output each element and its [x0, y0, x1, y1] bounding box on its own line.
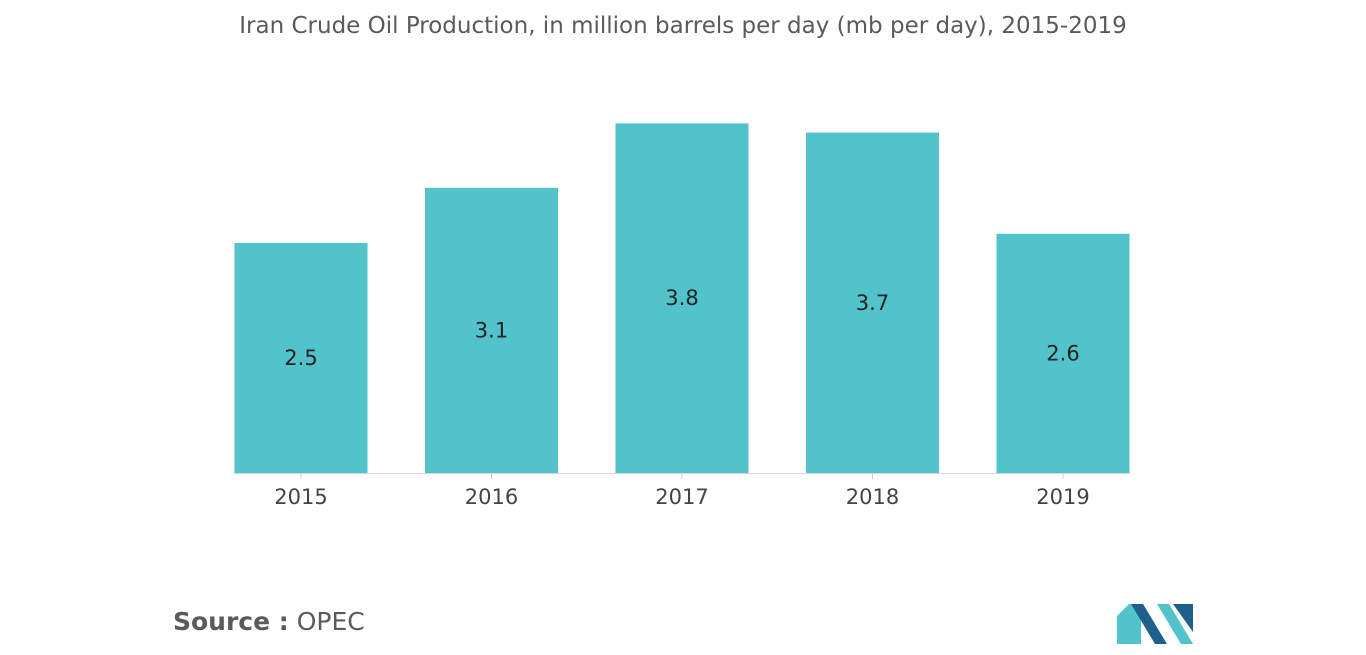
x-axis-ticks-group — [300, 473, 1064, 479]
bar-2015 — [234, 243, 368, 473]
bar-value-label-2016: 3.1 — [475, 318, 508, 342]
x-tick-label-2016: 2016 — [465, 485, 518, 509]
bar-value-label-2015: 2.5 — [284, 346, 317, 370]
bar-value-label-2019: 2.6 — [1046, 341, 1079, 365]
chart-title: Iran Crude Oil Production, in million ba… — [239, 13, 1127, 39]
bar-chart: 2.5 3.1 3.8 3.7 2.6 2015 2016 2017 2018 2019 — [234, 123, 1130, 509]
bar-value-label-2018: 3.7 — [856, 291, 889, 315]
x-tick-label-2015: 2015 — [274, 485, 327, 509]
bar-value-label-2017: 3.8 — [665, 286, 698, 310]
source-label: Source : — [173, 607, 289, 636]
x-axis-tick-labels-group: 2015 2016 2017 2018 2019 — [274, 485, 1089, 509]
source-note: Source : OPEC — [173, 607, 365, 636]
x-tick-label-2017: 2017 — [655, 485, 708, 509]
source-value: OPEC — [296, 607, 365, 636]
value-labels-group: 2.5 3.1 3.8 3.7 2.6 — [284, 286, 1079, 370]
bar-2016 — [425, 187, 558, 474]
bars-group — [234, 123, 1130, 474]
mordor-intelligence-logo-icon — [1117, 604, 1193, 644]
bar-2018 — [806, 132, 939, 473]
x-tick-label-2019: 2019 — [1036, 485, 1089, 509]
x-tick-label-2018: 2018 — [846, 485, 899, 509]
bar-2017 — [615, 123, 749, 474]
bar-2019 — [996, 233, 1130, 473]
